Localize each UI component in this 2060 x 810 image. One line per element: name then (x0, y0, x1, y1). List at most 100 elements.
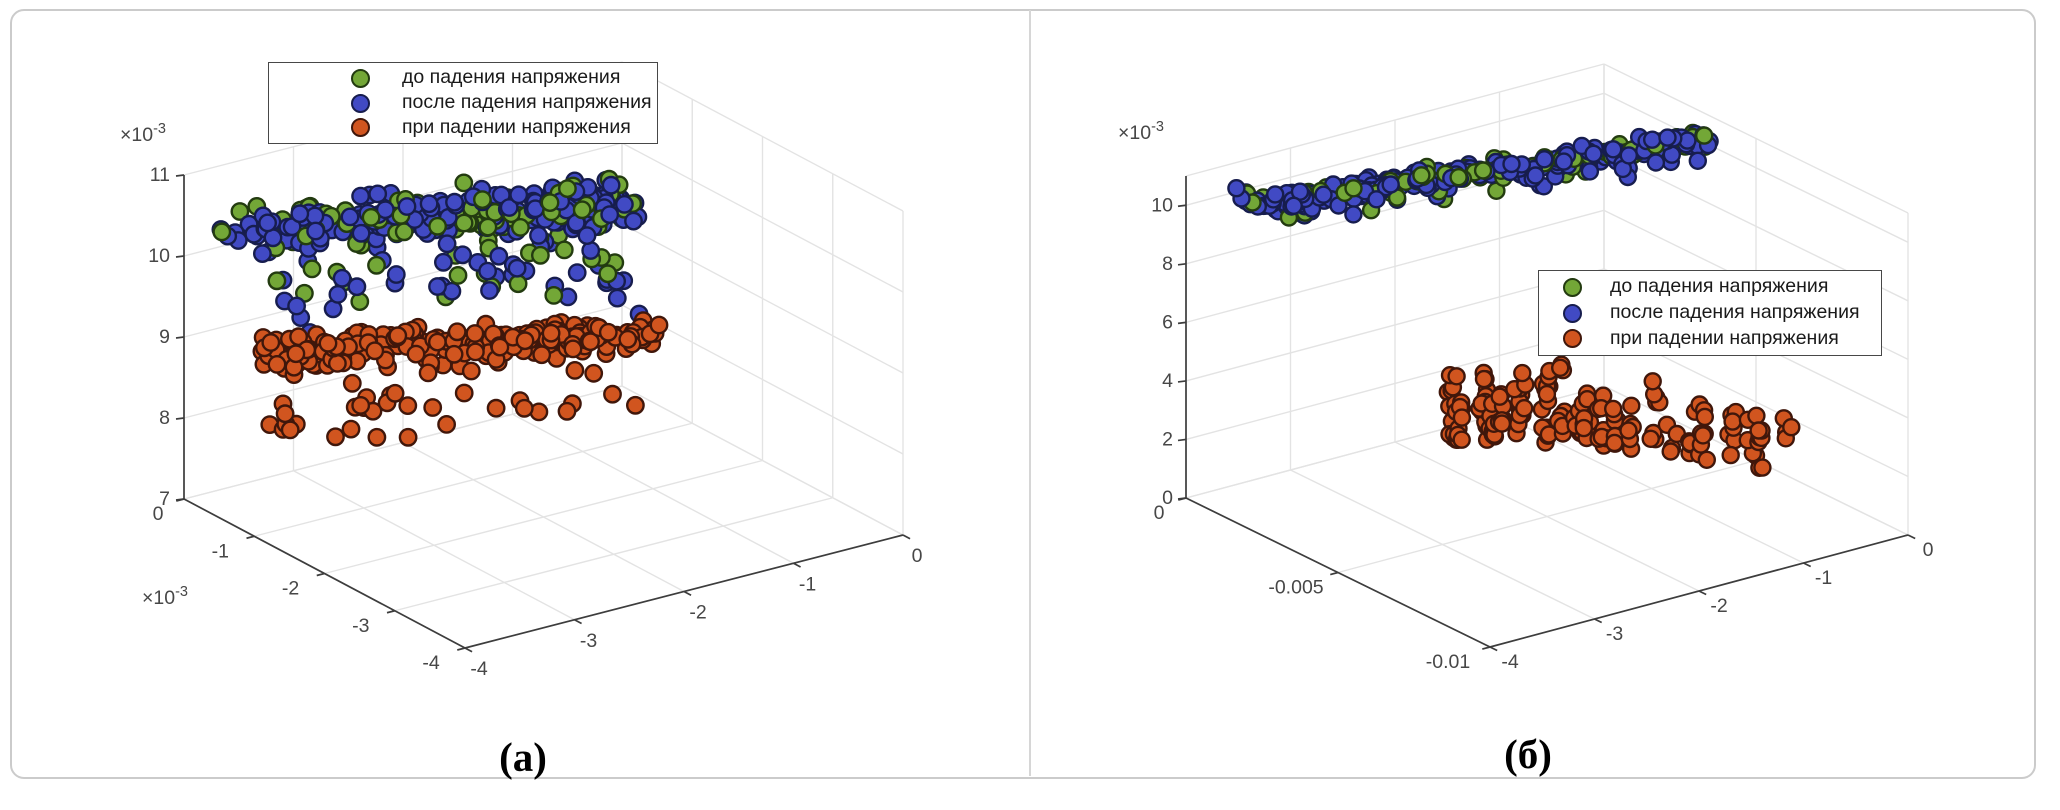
y-tick-label: -0.01 (1426, 651, 1470, 673)
legend-item-during: при падении напряжения (269, 118, 657, 138)
scatter-point-green (508, 274, 528, 294)
scatter-point-green (448, 265, 468, 285)
scatter-point-green (572, 200, 592, 220)
scatter-point-blue (428, 277, 447, 296)
scatter-point-blue (1688, 151, 1708, 171)
scatter-point-blue (332, 268, 352, 288)
scatter-point-green (361, 207, 381, 227)
scatter-point-orange (1697, 450, 1717, 469)
x-tick-label: -2 (1710, 595, 1727, 617)
scatter-point-orange (1452, 430, 1471, 449)
scatter-point-blue (386, 265, 406, 284)
scatter-point-orange (603, 384, 622, 404)
scatter-point-blue (368, 184, 388, 204)
scatter-point-green (478, 217, 498, 237)
scatter-point-blue (1646, 153, 1666, 172)
tick-labels-panel-b: 0 2 4 6 8 10 0 -0.005 -0.01 -4 -3 -2 -1 0 ×10-3 (1118, 119, 1934, 673)
z-tick-label: 7 (159, 488, 170, 510)
legend-label: после падения напряжения (1610, 301, 1860, 324)
scatter-point-blue (351, 186, 370, 206)
scatter-point-orange (406, 344, 426, 364)
scatter-point-orange (341, 419, 361, 439)
scatter-point-orange (261, 333, 281, 352)
scatter-point-blue (328, 284, 348, 304)
scatter-point-orange (1603, 399, 1623, 419)
scatter-point-blue (489, 246, 509, 266)
scatter-point-orange (618, 329, 638, 349)
scatter-point-orange (1492, 414, 1512, 433)
scatter-point-blue (1284, 196, 1303, 216)
scatter-point-orange (581, 332, 600, 352)
scatter-point-green (554, 240, 574, 260)
scatter-point-orange (461, 361, 481, 381)
scatter-point-green (454, 173, 474, 193)
scatter-point-green (454, 213, 474, 233)
data-points-panel-a (211, 169, 669, 447)
scatter-point-green (598, 264, 618, 284)
scatter-point-orange (626, 395, 645, 415)
legend-label: при падении напряжения (1610, 327, 1839, 350)
scatter-point-orange (1537, 384, 1557, 404)
z-tick-label: 8 (1162, 253, 1173, 275)
legend-marker-blue-icon (351, 93, 370, 113)
y-tick-label: 0 (1154, 502, 1165, 524)
scatter-point-orange (532, 345, 552, 365)
scatter-point-green (544, 285, 564, 305)
scatter-point-blue (1619, 146, 1639, 165)
x-tick-label: 0 (912, 545, 923, 567)
scatter-point-blue (290, 204, 310, 224)
scatter-point-orange (388, 326, 408, 346)
scatter-point-green (531, 245, 550, 265)
y-tick-label: -1 (212, 540, 229, 562)
scatter-point-blue (306, 221, 325, 241)
legend-marker-blue-icon (1563, 303, 1582, 323)
scatter-point-orange (423, 398, 443, 417)
scatter-point-blue (252, 244, 272, 264)
scatter-point-orange (367, 427, 387, 447)
scatter-point-orange (1693, 426, 1713, 445)
scatter-point-orange (1721, 445, 1740, 465)
scatter-point-orange (465, 342, 485, 362)
scatter-point-green (1473, 161, 1493, 180)
figure-border (10, 9, 2036, 779)
scatter-point-green (212, 222, 232, 242)
x-tick-label: -3 (1606, 623, 1623, 645)
scatter-point-blue (624, 211, 643, 231)
legend-item-after: после падения напряжения (1539, 303, 1881, 323)
scatter-point-orange (454, 383, 474, 403)
y-axis-exponent-label: ×10-3 (142, 584, 188, 609)
legend-label: при падении напряжения (402, 116, 631, 139)
scatter-point-blue (615, 194, 634, 214)
scatter-point-orange (557, 401, 577, 421)
x-tick-label: -2 (689, 602, 706, 624)
scatter-point-blue (397, 197, 417, 216)
legend-marker-green-icon (1563, 277, 1582, 297)
y-tick-label: -2 (282, 578, 299, 600)
axes-panel-b (1177, 176, 1916, 652)
scatter-point-blue (600, 205, 620, 225)
scatter-point-orange (1695, 407, 1715, 427)
scatter-point-orange (565, 360, 585, 380)
scatter-point-blue (509, 185, 529, 205)
scatter-point-orange (514, 398, 534, 418)
scatter-point-blue (1265, 185, 1285, 204)
scatter-point-blue (1227, 178, 1246, 198)
z-axis-exponent-label: ×10-3 (120, 121, 166, 146)
x-tick-label: -1 (799, 573, 816, 595)
scatter-point-orange (563, 339, 583, 359)
scatter-point-orange (1514, 399, 1534, 418)
scatter-point-orange (1550, 358, 1570, 377)
scatter-point-blue (1603, 140, 1623, 159)
scatter-point-orange (584, 363, 604, 383)
scatter-point-orange (1782, 418, 1801, 437)
tick-labels-panel-a: 7 8 9 10 11 0 -1 -2 -3 -4 -4 -3 -2 -1 0 ×10-3 ×10-3 (120, 121, 923, 680)
scatter-point-blue (287, 296, 306, 316)
scatter-point-orange (1447, 367, 1466, 386)
scatter-point-orange (447, 322, 467, 342)
caption-panel-b: (б) (1504, 731, 1552, 777)
legend-marker-orange-icon (351, 118, 370, 138)
z-tick-label: 11 (150, 164, 170, 186)
scatter-point-blue (437, 234, 457, 254)
scatter-point-orange (1747, 406, 1766, 425)
